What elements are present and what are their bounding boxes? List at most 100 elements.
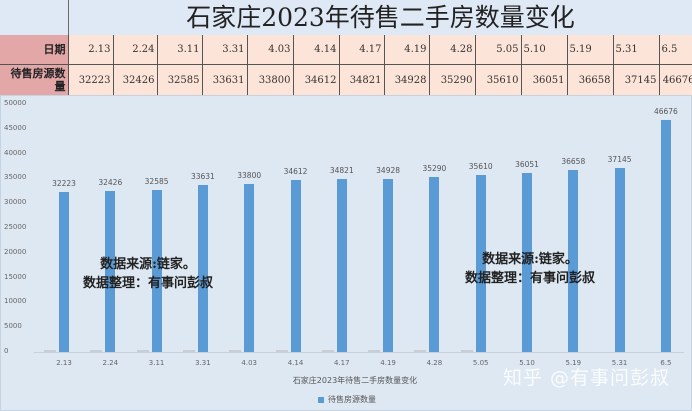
date-cell[interactable]: 3.31 <box>202 35 248 65</box>
count-cell[interactable]: 36658 <box>567 64 614 96</box>
listing-count-bar[interactable] <box>429 176 440 352</box>
listing-count-bar[interactable] <box>475 175 486 352</box>
source-note-right: 数据来源:链家。 数据整理：有事问彭叔 <box>450 250 610 288</box>
count-cell[interactable]: 32585 <box>157 64 203 96</box>
x-tick-label: 5.19 <box>565 359 582 367</box>
source-note-line1: 数据来源:链家。 <box>100 257 196 272</box>
title-corner-cell <box>0 0 69 35</box>
date-cell[interactable]: 2.24 <box>113 35 158 65</box>
bar-value-label: 32223 <box>52 179 76 189</box>
x-tick-label: 4.28 <box>426 359 443 367</box>
bar-value-label: 46676 <box>653 107 678 117</box>
y-tick-label: 0 <box>4 347 9 355</box>
y-tick-label: 30000 <box>4 198 27 207</box>
count-row: 待售房源数量 32223 32426 32585 33631 33800 346… <box>0 64 692 96</box>
listing-count-bar[interactable] <box>59 192 69 352</box>
date-series-bar[interactable] <box>321 350 334 352</box>
count-cell[interactable]: 32426 <box>113 64 158 96</box>
legend[interactable]: 待售房源数量 <box>318 394 376 405</box>
date-cell[interactable]: 4.19 <box>384 35 430 65</box>
legend-swatch-icon <box>318 396 324 403</box>
x-tick-label: 4.17 <box>334 359 350 367</box>
date-series-bar[interactable] <box>414 350 427 352</box>
x-tick-label: 2.13 <box>56 359 72 367</box>
listing-count-bar[interactable] <box>660 120 671 352</box>
date-cell[interactable]: 4.14 <box>293 35 340 65</box>
date-row-header: 日期 <box>0 35 69 65</box>
bar-value-label: 35290 <box>422 163 447 173</box>
y-tick-label: 5000 <box>4 322 22 331</box>
y-tick-label: 50000 <box>4 99 27 107</box>
date-series-bar[interactable] <box>275 350 288 352</box>
bar-value-label: 33800 <box>237 171 262 181</box>
zhihu-watermark: 知乎 @有事问彭叔 <box>503 367 671 389</box>
count-cell[interactable]: 34928 <box>384 64 430 96</box>
count-cell[interactable]: 32223 <box>68 64 114 96</box>
listing-count-bar[interactable] <box>197 185 208 352</box>
x-tick-label: 4.19 <box>380 359 396 367</box>
date-cell[interactable]: 4.28 <box>429 35 476 65</box>
bar-value-label: 36658 <box>561 157 586 167</box>
source-note-left: 数据来源:链家。 数据整理：有事问彭叔 <box>68 255 228 293</box>
count-cell[interactable]: 33800 <box>247 64 294 96</box>
x-axis-title: 石家庄2023年待售二手房数量变化 <box>292 376 418 385</box>
count-cell[interactable]: 34612 <box>293 64 340 96</box>
page-title: 石家庄2023年待售二手房数量变化 <box>186 3 575 32</box>
count-cell[interactable]: 46676 <box>659 64 692 96</box>
y-tick-label: 40000 <box>4 148 27 157</box>
x-tick-label: 6.5 <box>660 359 672 367</box>
date-cell[interactable]: 2.13 <box>68 35 114 65</box>
listing-count-bar[interactable] <box>614 167 625 352</box>
listing-count-bar[interactable] <box>336 179 347 352</box>
date-series-bar[interactable] <box>229 350 242 352</box>
bar-value-label: 33631 <box>190 172 215 182</box>
x-tick-label: 3.11 <box>148 359 165 367</box>
title-row: 石家庄2023年待售二手房数量变化 <box>0 0 692 36</box>
x-tick-label: 5.05 <box>472 359 489 367</box>
date-cell[interactable]: 5.31 <box>613 35 660 65</box>
date-series-bar[interactable] <box>44 350 56 352</box>
bar-value-label: 34821 <box>329 166 354 176</box>
count-row-header: 待售房源数量 <box>0 64 69 96</box>
date-series-bar[interactable] <box>368 350 381 352</box>
listing-count-bar[interactable] <box>522 173 532 352</box>
listing-count-bar[interactable] <box>151 190 162 352</box>
listing-count-bar[interactable] <box>244 184 255 352</box>
bar-value-label: 35610 <box>468 162 493 172</box>
date-series-bar[interactable] <box>136 350 149 352</box>
date-series-bar[interactable] <box>90 350 103 352</box>
legend-label: 待售房源数量 <box>328 395 376 404</box>
date-cell[interactable]: 5.19 <box>567 35 614 65</box>
count-cell[interactable]: 33631 <box>202 64 248 96</box>
count-cell[interactable]: 35610 <box>475 64 522 96</box>
count-cell[interactable]: 36051 <box>521 64 568 96</box>
listing-count-bar[interactable] <box>105 191 116 352</box>
bar-value-label: 37145 <box>607 154 632 164</box>
source-note-line1: 数据来源:链家。 <box>482 252 578 267</box>
data-table: 日期 2.13 2.24 3.11 3.31 4.03 4.14 4.17 4.… <box>0 35 692 96</box>
count-cell[interactable]: 34821 <box>339 64 385 96</box>
listing-count-bar[interactable] <box>568 170 579 352</box>
date-cell[interactable]: 4.17 <box>339 35 385 65</box>
date-cell[interactable]: 3.11 <box>157 35 203 65</box>
date-cell[interactable]: 6.5 <box>659 35 692 65</box>
y-tick-label: 10000 <box>4 297 27 306</box>
date-series-bar[interactable] <box>460 350 473 352</box>
count-cell[interactable]: 37145 <box>613 64 660 96</box>
y-tick-label: 20000 <box>4 247 27 256</box>
date-series-bar[interactable] <box>182 350 195 352</box>
bar-chart[interactable]: 0 5000 10000 15000 20000 25000 30000 35000 40000… <box>0 95 692 411</box>
date-cell[interactable]: 5.10 <box>521 35 568 65</box>
source-note-line2: 数据整理：有事问彭叔 <box>464 271 595 286</box>
x-tick-label: 5.31 <box>611 359 628 367</box>
listing-count-bar[interactable] <box>383 178 394 352</box>
y-tick-label: 25000 <box>4 223 27 231</box>
bar-value-label: 32585 <box>144 177 169 187</box>
listing-count-bar[interactable] <box>290 180 301 352</box>
x-tick-label: 3.31 <box>195 359 211 367</box>
count-cell[interactable]: 35290 <box>429 64 476 96</box>
date-cell[interactable]: 4.03 <box>247 35 294 65</box>
x-tick-label: 5.10 <box>519 359 535 367</box>
x-tick-label: 4.14 <box>287 359 304 367</box>
date-cell[interactable]: 5.05 <box>475 35 522 65</box>
